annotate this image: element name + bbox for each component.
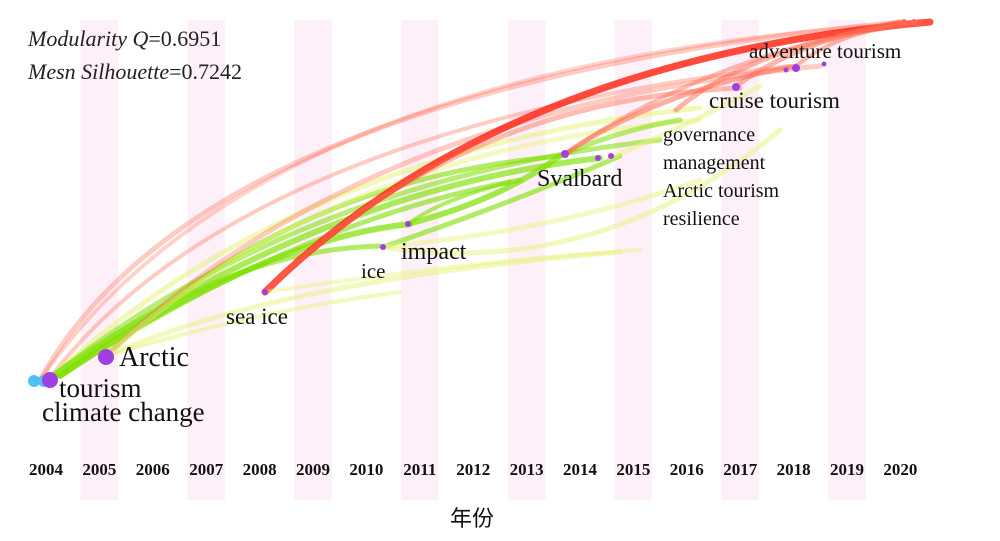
keyword-cruise-tourism: cruise tourism [709, 88, 840, 113]
year-tick-label: 2007 [189, 460, 224, 479]
keyword-governance: governance [663, 124, 755, 146]
year-tick-label: 2005 [82, 460, 116, 479]
link-curve [57, 243, 383, 379]
link-curve [263, 248, 642, 294]
link-curve [380, 177, 703, 250]
keyword-node [608, 153, 614, 159]
link-curve [37, 19, 903, 383]
keyword-svalbard: Svalbard [537, 166, 622, 192]
year-tick-label: 2010 [349, 460, 383, 479]
year-tick-label: 2013 [510, 460, 544, 479]
keyword-node [792, 64, 800, 72]
year-tick-label: 2008 [243, 460, 277, 479]
keyword-arctic: Arctic [119, 342, 189, 373]
keyword-node [595, 155, 601, 161]
keyword-tourism: tourism [59, 373, 142, 403]
year-tick-label: 2017 [723, 460, 758, 479]
keyword-node [262, 289, 268, 295]
keyword-sea-ice: sea ice [226, 304, 288, 329]
keyword-management: management [663, 152, 766, 174]
year-tick-label: 2018 [777, 460, 811, 479]
keyword-node [732, 83, 740, 91]
keyword-impact: impact [401, 239, 467, 265]
keyword-resilience: resilience [663, 208, 740, 230]
keyword-ice: ice [361, 259, 385, 283]
link-curve [47, 105, 703, 381]
link-curve [103, 63, 823, 359]
link-curve [405, 153, 563, 227]
year-tick-label: 2019 [830, 460, 864, 479]
link-curve [380, 127, 783, 256]
keyword-node [380, 244, 386, 250]
year-stripe [721, 20, 759, 500]
year-axis: 2004 2005 2006 2007 2008 2009 2010 2011 2012 2013… [29, 460, 917, 479]
keyword-nodes [28, 19, 917, 388]
keyword-node [561, 150, 569, 158]
year-stripe [80, 20, 119, 500]
link-curve [406, 180, 512, 226]
year-tick-label: 2009 [296, 460, 330, 479]
year-stripe [401, 20, 439, 500]
silhouette-stat: Mesn Silhouette=0.7242 [27, 59, 242, 84]
year-tick-label: 2006 [136, 460, 170, 479]
link-curve [48, 64, 792, 380]
keyword-node [405, 221, 411, 227]
link-curve [380, 153, 623, 250]
modularity-stat: Modularity Q=0.6951 [27, 26, 221, 51]
keyword-node [901, 19, 907, 25]
link-curve [733, 19, 903, 89]
keyword-node [98, 349, 114, 365]
year-tick-label: 2015 [616, 460, 650, 479]
link-curve [103, 249, 623, 359]
keyword-node [28, 375, 40, 387]
year-tick-label: 2011 [403, 460, 436, 479]
link-curve [607, 83, 763, 161]
year-tick-label: 2016 [670, 460, 704, 479]
link-curve [104, 290, 402, 358]
keyword-arctic-tourism: Arctic tourism [663, 180, 780, 202]
year-tick-label: 2004 [29, 460, 64, 479]
link-curve [562, 63, 799, 157]
link-curve [261, 18, 934, 296]
co-occurrence-links [37, 18, 934, 383]
keyword-labels: adventure tourism cruise tourism governa… [42, 39, 901, 427]
keyword-adventure-tourism: adventure tourism [749, 39, 901, 63]
year-tick-label: 2014 [563, 460, 598, 479]
year-tick-label: 2012 [456, 460, 490, 479]
x-axis-label: 年份 [450, 507, 494, 532]
keyword-node [783, 67, 789, 73]
keyword-node [911, 19, 917, 25]
link-curve [262, 85, 743, 295]
keyword-node [821, 61, 827, 67]
link-curve [38, 20, 932, 382]
year-stripe [828, 20, 866, 500]
keyword-climate-change: climate change [42, 397, 205, 427]
year-stripe [614, 20, 653, 500]
keyword-node [42, 372, 58, 388]
link-curve [103, 153, 563, 359]
year-tick-label: 2020 [883, 460, 917, 479]
